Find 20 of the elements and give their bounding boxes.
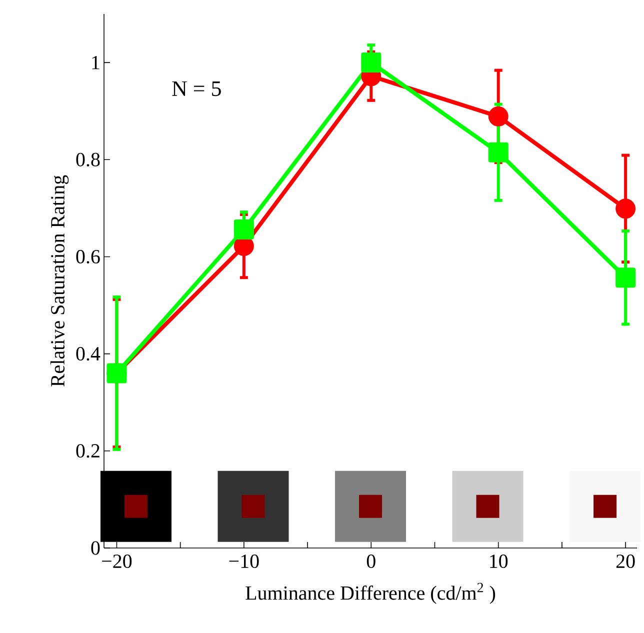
annotation: N = 5: [172, 81, 221, 96]
y-tick-label: 0.4: [76, 347, 100, 361]
x-axis-title: Luminance Difference (cd/m$^{2}$ ): [246, 582, 496, 604]
x-tick-label: 20: [616, 554, 635, 568]
x-tick-label: 10: [490, 554, 508, 568]
y-tick-label: 1: [92, 56, 100, 70]
y-tick-label: 0: [91, 541, 100, 555]
x-tick-label: −20: [102, 554, 132, 568]
y-tick-label: 0.2: [76, 444, 100, 458]
point: [616, 268, 636, 288]
point: [361, 52, 382, 73]
y-axis-title: Relative Saturation Rating: [50, 175, 69, 387]
point: [488, 142, 508, 162]
point: [616, 198, 636, 219]
y-tick-label: 0.8: [76, 152, 100, 166]
point: [234, 220, 254, 240]
x-tick-label: 0: [366, 554, 376, 568]
x-tick-label: −10: [229, 554, 259, 568]
point: [488, 106, 508, 126]
y-tick-label: 0.6: [76, 250, 100, 264]
